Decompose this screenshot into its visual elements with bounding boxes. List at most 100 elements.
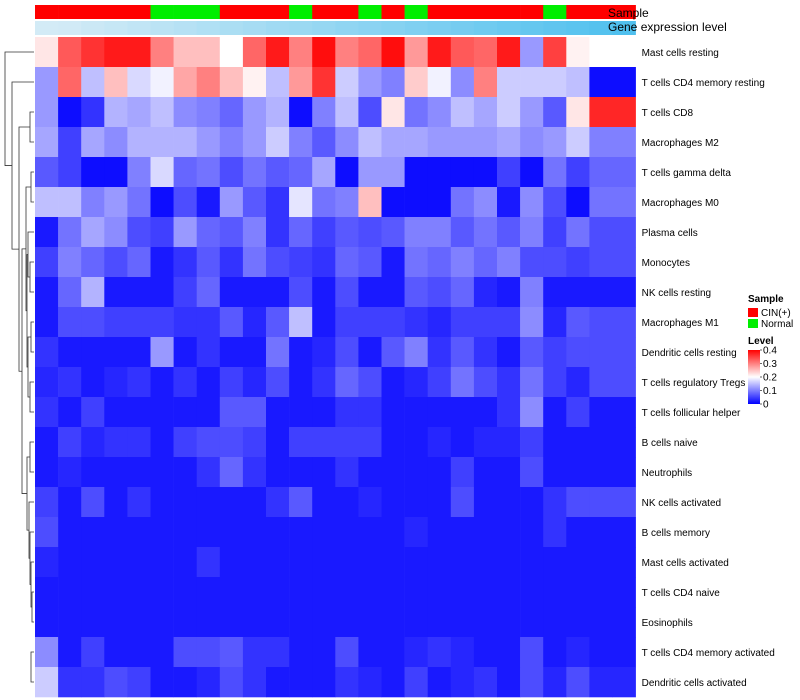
heatmap-cell [566, 67, 590, 98]
dendrogram-branch [30, 321, 34, 353]
heatmap-cell [150, 217, 174, 248]
heatmap-cell [589, 247, 613, 278]
heatmap-cell [612, 577, 636, 608]
heatmap-cell [381, 397, 405, 428]
heatmap-cell [242, 157, 267, 188]
heatmap-cell [497, 517, 521, 548]
heatmap-cell [473, 67, 498, 98]
heatmap-cell [543, 67, 567, 98]
heatmap-cell [427, 37, 452, 68]
heatmap-cell [497, 547, 521, 578]
heatmap-cell [589, 37, 613, 68]
row-label: Plasma cells [642, 228, 698, 239]
heatmap-cell [381, 607, 405, 638]
heatmap-cell [497, 127, 521, 158]
heatmap-cell [543, 427, 567, 458]
heatmap-cell [104, 457, 128, 488]
heatmap-cell [242, 217, 267, 248]
heatmap-cell [335, 607, 359, 638]
heatmap-cell [427, 247, 452, 278]
expression-cell [35, 21, 59, 35]
expression-cell [335, 21, 359, 35]
heatmap-cell [196, 337, 221, 368]
heatmap-cell [404, 157, 428, 188]
heatmap-cell [612, 427, 636, 458]
heatmap-cell [358, 487, 382, 518]
heatmap-cell [589, 517, 613, 548]
expression-cell [404, 21, 428, 35]
heatmap-cell [335, 547, 359, 578]
heatmap-cell [81, 337, 105, 368]
heatmap-cell [35, 427, 59, 458]
row-label: Mast cells activated [642, 558, 729, 569]
heatmap-cell [358, 667, 382, 698]
heatmap-cell [566, 367, 590, 398]
heatmap-cell [404, 577, 428, 608]
heatmap-cell [127, 187, 151, 218]
heatmap-cell [404, 37, 428, 68]
heatmap-cell [35, 187, 59, 218]
heatmap-cell [381, 127, 405, 158]
heatmap-cell [242, 307, 267, 338]
heatmap-cell [335, 367, 359, 398]
heatmap-cell [381, 37, 405, 68]
heatmap-cell [196, 547, 221, 578]
sample-cell [312, 5, 336, 19]
heatmap-cell [404, 217, 428, 248]
row-label: Eosinophils [642, 618, 693, 629]
dendrogram-branch [11, 81, 34, 250]
sample-cell [358, 5, 382, 19]
sample-cell [219, 5, 244, 19]
heatmap-cell [219, 247, 244, 278]
heatmap-cell [543, 337, 567, 368]
heatmap-cell [404, 247, 428, 278]
heatmap-cell [543, 37, 567, 68]
heatmap-cell [358, 157, 382, 188]
expression-cell [358, 21, 382, 35]
heatmap-cell [150, 337, 174, 368]
heatmap-cell [473, 187, 498, 218]
heatmap-cell [104, 97, 128, 128]
heatmap-cell [173, 667, 197, 698]
heatmap-cell [196, 487, 221, 518]
heatmap-cell [242, 67, 267, 98]
legend-sample-title: Sample [748, 294, 784, 305]
heatmap-cell [242, 247, 267, 278]
heatmap-cell [589, 67, 613, 98]
dendrogram-branch [26, 456, 30, 531]
expression-cell [58, 21, 82, 35]
heatmap-cell [35, 547, 59, 578]
heatmap-cell [612, 607, 636, 638]
heatmap-cell [566, 247, 590, 278]
heatmap-cell [473, 37, 498, 68]
heatmap-cell [150, 157, 174, 188]
heatmap-cell [520, 187, 544, 218]
heatmap-cell [289, 487, 313, 518]
heatmap-cell [450, 637, 475, 668]
heatmap-cell [219, 457, 244, 488]
heatmap-cell [612, 517, 636, 548]
heatmap-cell [150, 307, 174, 338]
sample-cell [612, 5, 636, 19]
heatmap-cell [566, 487, 590, 518]
heatmap-cell [219, 637, 244, 668]
heatmap-cell [266, 217, 290, 248]
heatmap-cell [566, 337, 590, 368]
heatmap-cell [58, 487, 82, 518]
heatmap-cell [404, 427, 428, 458]
heatmap-cell [150, 637, 174, 668]
heatmap-cell [381, 427, 405, 458]
heatmap-cell [173, 337, 197, 368]
heatmap-cell [450, 37, 475, 68]
heatmap-cell [497, 427, 521, 458]
heatmap-cell [173, 397, 197, 428]
dendrogram-branch [30, 171, 34, 203]
sample-cell [566, 5, 590, 19]
heatmap-cell [266, 37, 290, 68]
heatmap-cell [150, 607, 174, 638]
heatmap-cell [427, 157, 452, 188]
heatmap-cell [219, 367, 244, 398]
heatmap-cell [450, 367, 475, 398]
heatmap-cell [81, 637, 105, 668]
heatmap-cell [173, 157, 197, 188]
